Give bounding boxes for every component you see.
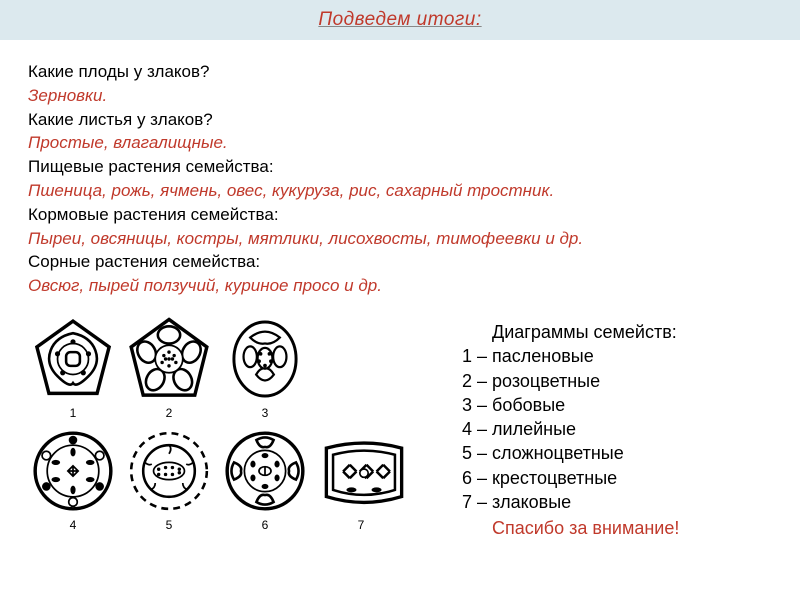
diagram-number: 4 bbox=[70, 518, 77, 532]
legend-item: 5 – сложноцветные bbox=[462, 441, 772, 465]
flower-diagram-icon bbox=[30, 428, 116, 514]
legend-item: 2 – розоцветные bbox=[462, 369, 772, 393]
flower-diagram-icon bbox=[228, 316, 302, 402]
qa-answer: Зерновки. bbox=[28, 84, 772, 108]
diagram-row: 4 bbox=[30, 428, 418, 534]
qa-answer: Пшеница, рожь, ячмень, овес, кукуруза, р… bbox=[28, 179, 772, 203]
qa-answer: Овсюг, пырей ползучий, куриное просо и д… bbox=[28, 274, 772, 298]
flower-diagram-icon bbox=[318, 434, 410, 514]
flower-diagram-icon bbox=[222, 428, 308, 514]
legend-item: 1 – пасленовые bbox=[462, 344, 772, 368]
legend-item: 3 – бобовые bbox=[462, 393, 772, 417]
diagram-number: 5 bbox=[166, 518, 173, 532]
diagram-cell: 2 bbox=[126, 316, 212, 422]
flower-diagram-icon bbox=[30, 316, 116, 402]
legend: Диаграммы семейств: 1 – пасленовые 2 – р… bbox=[428, 316, 772, 541]
diagram-number: 7 bbox=[358, 518, 365, 532]
diagram-number: 2 bbox=[166, 406, 173, 420]
diagram-cell: 3 bbox=[222, 316, 308, 422]
qa-answer: Пыреи, овсяницы, костры, мятлики, лисохв… bbox=[28, 227, 772, 251]
diagram-cell: 6 bbox=[222, 428, 308, 534]
header-banner: Подведем итоги: bbox=[0, 0, 800, 40]
diagram-row: 1 bbox=[30, 316, 418, 422]
thanks-text: Спасибо за внимание! bbox=[462, 516, 772, 540]
legend-item: 4 – лилейные bbox=[462, 417, 772, 441]
legend-title: Диаграммы семейств: bbox=[462, 320, 772, 344]
qa-question: Сорные растения семейства: bbox=[28, 250, 772, 274]
diagram-cell: 7 bbox=[318, 434, 404, 534]
qa-question: Какие плоды у злаков? bbox=[28, 60, 772, 84]
diagram-area: 1 bbox=[28, 316, 418, 541]
qa-answer: Простые, влагалищные. bbox=[28, 131, 772, 155]
flower-diagram-icon bbox=[126, 316, 212, 402]
content: Какие плоды у злаков? Зерновки. Какие ли… bbox=[0, 40, 800, 549]
legend-item: 6 – крестоцветные bbox=[462, 466, 772, 490]
qa-question: Какие листья у злаков? bbox=[28, 108, 772, 132]
lower-row: 1 bbox=[28, 316, 772, 541]
diagram-cell: 1 bbox=[30, 316, 116, 422]
diagram-cell: 5 bbox=[126, 428, 212, 534]
qa-question: Кормовые растения семейства: bbox=[28, 203, 772, 227]
diagram-number: 3 bbox=[262, 406, 269, 420]
page-title: Подведем итоги: bbox=[318, 9, 481, 31]
qa-block: Какие плоды у злаков? Зерновки. Какие ли… bbox=[28, 60, 772, 298]
legend-item: 7 – злаковые bbox=[462, 490, 772, 514]
diagram-number: 6 bbox=[262, 518, 269, 532]
diagram-cell: 4 bbox=[30, 428, 116, 534]
flower-diagram-icon bbox=[126, 428, 212, 514]
diagram-number: 1 bbox=[70, 406, 77, 420]
qa-question: Пищевые растения семейства: bbox=[28, 155, 772, 179]
